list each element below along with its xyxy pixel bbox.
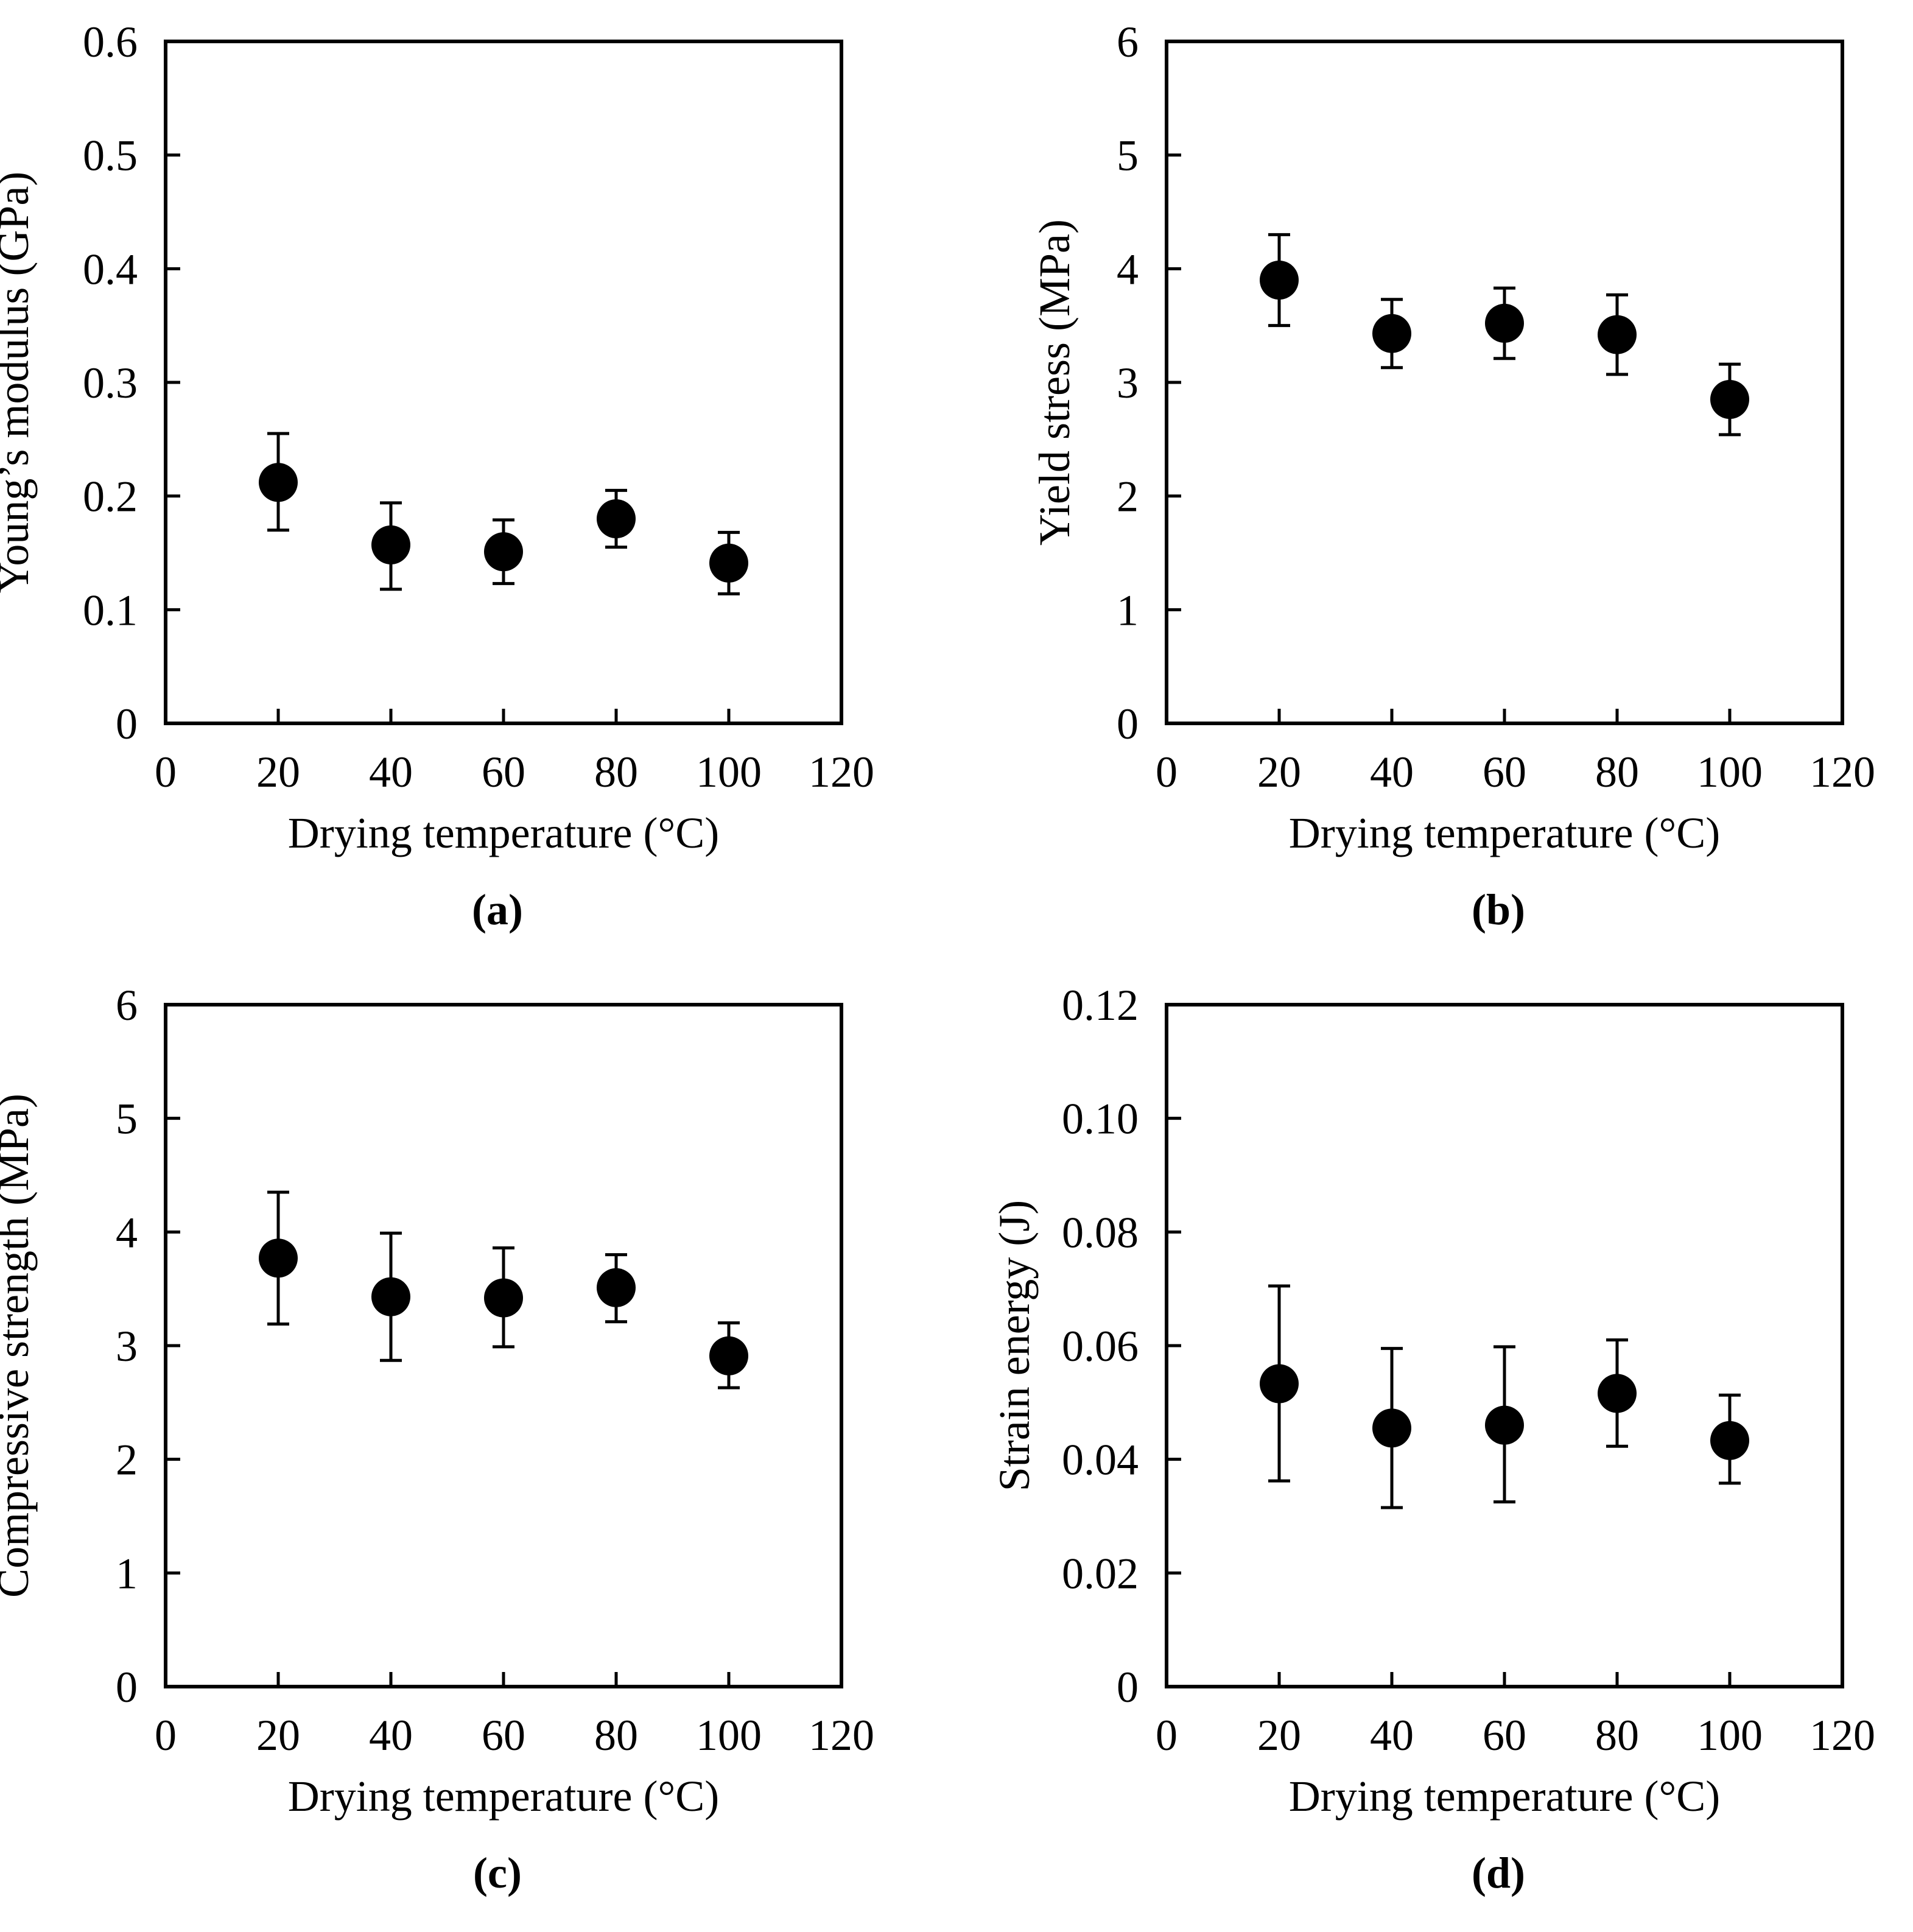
x-tick-label: 20 xyxy=(256,1711,300,1760)
y-tick-label: 0.2 xyxy=(83,472,138,521)
plot-frame xyxy=(164,40,843,725)
x-tick-label: 100 xyxy=(1697,748,1763,796)
data-point xyxy=(597,499,636,538)
panel-label: (c) xyxy=(473,1849,522,1897)
x-tick-label: 120 xyxy=(1809,748,1875,796)
data-point xyxy=(1485,303,1524,343)
x-tick-label: 0 xyxy=(155,748,177,796)
x-tick-label: 20 xyxy=(1257,748,1301,796)
x-tick-label: 120 xyxy=(1809,1711,1875,1760)
y-tick-label: 0.04 xyxy=(1062,1436,1139,1484)
y-tick-label: 0.4 xyxy=(83,245,138,293)
y-tick-label: 3 xyxy=(1117,359,1139,407)
data-point xyxy=(709,1336,748,1375)
data-point xyxy=(371,1277,410,1316)
y-tick-label: 3 xyxy=(116,1322,138,1371)
plot-frame xyxy=(1165,40,1844,725)
x-tick-label: 60 xyxy=(482,1711,525,1760)
y-tick-label: 0.1 xyxy=(83,586,138,634)
x-axis-title: Drying temperature (°C) xyxy=(288,809,720,857)
x-tick-label: 80 xyxy=(1595,1711,1639,1760)
x-tick-label: 40 xyxy=(369,748,413,796)
y-tick-label: 6 xyxy=(116,981,138,1030)
x-tick-label: 100 xyxy=(1697,1711,1763,1760)
y-tick-label: 5 xyxy=(1117,132,1139,180)
x-tick-label: 80 xyxy=(1595,748,1639,796)
x-tick-label: 20 xyxy=(1257,1711,1301,1760)
data-point xyxy=(371,525,410,564)
data-point xyxy=(1598,1374,1637,1413)
y-tick-label: 0.12 xyxy=(1062,981,1139,1030)
x-tick-label: 80 xyxy=(594,748,638,796)
y-tick-label: 4 xyxy=(1117,245,1139,293)
data-point xyxy=(597,1268,636,1307)
x-tick-label: 0 xyxy=(1156,1711,1178,1760)
y-tick-label: 0.3 xyxy=(83,359,138,407)
data-point xyxy=(484,1278,523,1318)
x-axis-title: Drying temperature (°C) xyxy=(288,1772,720,1821)
y-tick-label: 0 xyxy=(1117,1663,1139,1712)
data-point xyxy=(1260,1364,1299,1403)
data-point xyxy=(1710,1421,1749,1460)
data-point xyxy=(1710,380,1749,419)
x-tick-label: 120 xyxy=(809,1711,874,1760)
y-tick-label: 0.5 xyxy=(83,132,138,180)
x-tick-label: 60 xyxy=(1483,748,1526,796)
data-point xyxy=(259,463,298,502)
y-tick-label: 0 xyxy=(116,1663,138,1712)
y-tick-label: 0.06 xyxy=(1062,1322,1139,1371)
y-tick-label: 0.10 xyxy=(1062,1095,1139,1143)
data-point xyxy=(1598,315,1637,354)
y-tick-label: 1 xyxy=(116,1549,138,1598)
x-tick-label: 0 xyxy=(155,1711,177,1760)
y-tick-label: 4 xyxy=(116,1208,138,1257)
chart-panel-3: 0 20 40 60 80 100 120 0 1 2 3 4 5 6 Drying temperature… xyxy=(0,981,874,1897)
y-tick-label: 1 xyxy=(1117,586,1139,634)
x-tick-label: 40 xyxy=(1370,748,1414,796)
x-tick-label: 0 xyxy=(1156,748,1178,796)
x-tick-label: 60 xyxy=(1483,1711,1526,1760)
y-axis-title: Strain energy (J) xyxy=(990,1200,1039,1492)
chart-panel-1: 0 20 40 60 80 100 120 0 0.1 0.2 0.3 0.4 0.5 0.6 Drying… xyxy=(0,18,874,934)
x-tick-label: 40 xyxy=(369,1711,413,1760)
x-axis-title: Drying temperature (°C) xyxy=(1289,809,1721,857)
panel-label: (b) xyxy=(1472,885,1525,934)
data-point xyxy=(709,543,748,583)
y-tick-label: 2 xyxy=(116,1436,138,1484)
data-point xyxy=(1485,1405,1524,1445)
x-tick-label: 100 xyxy=(696,748,762,796)
x-axis-title: Drying temperature (°C) xyxy=(1289,1772,1721,1821)
y-tick-label: 0.08 xyxy=(1062,1208,1139,1257)
y-axis-title: Young’s modulus (GPa) xyxy=(0,172,38,594)
y-tick-label: 0 xyxy=(1117,700,1139,748)
y-tick-label: 0 xyxy=(116,700,138,748)
y-tick-label: 0.6 xyxy=(83,18,138,66)
panel-label: (d) xyxy=(1472,1849,1525,1897)
x-tick-label: 120 xyxy=(809,748,874,796)
x-tick-label: 80 xyxy=(594,1711,638,1760)
y-tick-label: 5 xyxy=(116,1095,138,1143)
x-tick-label: 40 xyxy=(1370,1711,1414,1760)
y-axis-title: Yield stress (MPa) xyxy=(1030,219,1079,546)
x-tick-label: 100 xyxy=(696,1711,762,1760)
data-point xyxy=(484,532,523,572)
data-point xyxy=(1260,261,1299,300)
chart-panel-2: 0 20 40 60 80 100 120 0 1 2 3 4 5 6 Drying temperature… xyxy=(1030,18,1875,934)
data-point xyxy=(1372,314,1411,353)
x-tick-label: 60 xyxy=(482,748,525,796)
y-axis-title: Compressive strength (MPa) xyxy=(0,1094,38,1598)
data-point xyxy=(259,1238,298,1278)
y-tick-label: 6 xyxy=(1117,18,1139,66)
x-tick-label: 20 xyxy=(256,748,300,796)
panel-label: (a) xyxy=(472,885,523,934)
y-tick-label: 0.02 xyxy=(1062,1549,1139,1598)
chart-panel-4: 0 20 40 60 80 100 120 0 0.02 0.04 0.06 0.08 0.10 0.12… xyxy=(990,981,1875,1897)
y-tick-label: 2 xyxy=(1117,472,1139,521)
data-point xyxy=(1372,1408,1411,1448)
